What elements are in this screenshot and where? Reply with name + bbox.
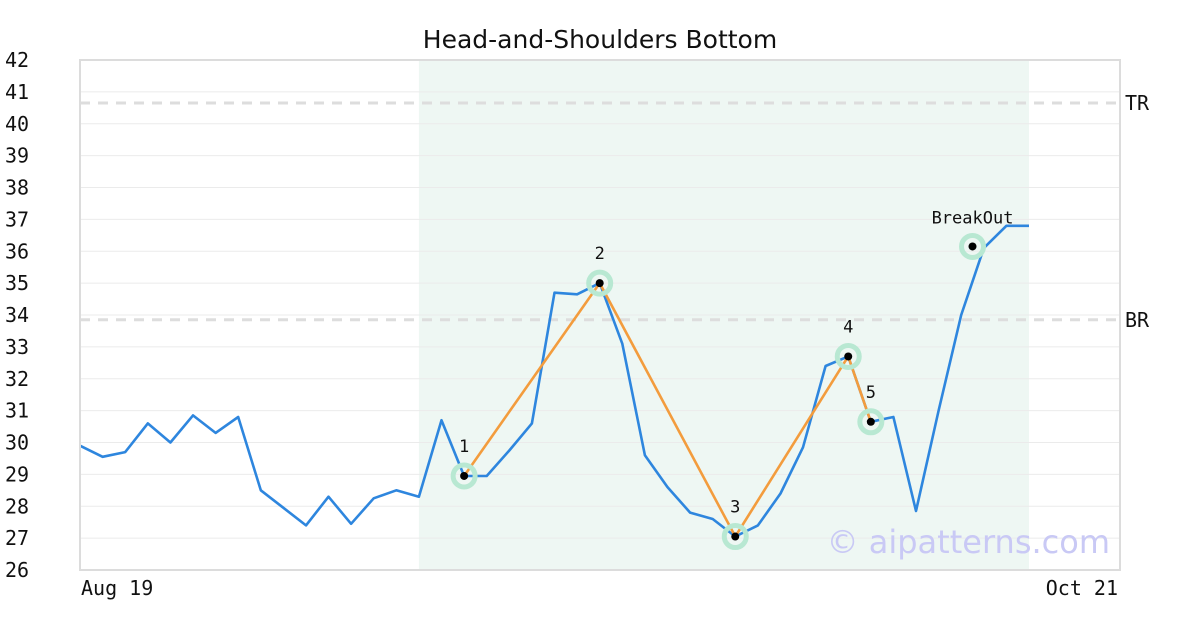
- reference-label-tr: TR: [1125, 91, 1150, 115]
- y-tick-label: 34: [5, 303, 29, 327]
- y-tick-label: 33: [5, 335, 29, 359]
- y-tick-label: 32: [5, 367, 29, 391]
- pattern-point-label-2: 2: [595, 244, 605, 264]
- pattern-point-label-1: 1: [459, 437, 469, 457]
- y-tick-label: 41: [5, 80, 29, 104]
- pattern-point-4-dot: [844, 352, 853, 361]
- y-tick-label: 29: [5, 462, 29, 486]
- reference-lines: TR BR: [80, 91, 1150, 332]
- chart-title: Head-and-Shoulders Bottom: [423, 25, 777, 54]
- watermark: © aipatterns.com: [827, 523, 1110, 561]
- pattern-point-label-3: 3: [730, 498, 740, 518]
- y-tick-label: 31: [5, 399, 29, 423]
- y-tick-label: 38: [5, 176, 29, 200]
- y-tick-label: 30: [5, 431, 29, 455]
- y-tick-label: 26: [5, 558, 29, 582]
- pattern-point-3-ring: [721, 523, 749, 551]
- y-tick-label: 42: [5, 48, 29, 72]
- y-tick-label: 27: [5, 526, 29, 550]
- pattern-point-3-dot: [731, 532, 740, 541]
- pattern-point-5-dot: [866, 417, 875, 426]
- breakout-point-dot: [968, 242, 977, 251]
- reference-label-br: BR: [1125, 308, 1150, 332]
- y-tick-label: 35: [5, 271, 29, 295]
- y-tick-label: 39: [5, 144, 29, 168]
- breakout-label: BreakOut: [932, 208, 1014, 228]
- pattern-point-label-5: 5: [866, 383, 876, 403]
- pattern-point-5-ring: [857, 408, 885, 436]
- pattern-point-1-dot: [460, 471, 469, 480]
- plot-frame: [79, 59, 1121, 571]
- x-tick-label: Aug 19: [81, 576, 153, 600]
- pattern-point-4-ring: [834, 342, 862, 370]
- pattern-point-2-ring: [586, 269, 614, 297]
- x-tick-label: Oct 21: [1046, 576, 1118, 600]
- pattern-point-2-dot: [595, 279, 604, 288]
- breakout-point-ring: [959, 232, 987, 260]
- y-tick-label: 36: [5, 239, 29, 263]
- y-tick-label: 28: [5, 494, 29, 518]
- y-tick-label: 37: [5, 207, 29, 231]
- y-tick-label: 40: [5, 112, 29, 136]
- pattern-points: 1 2 3 4 5 BreakOut: [450, 208, 1014, 551]
- pattern-point-1-ring: [450, 462, 478, 490]
- pattern-point-label-4: 4: [843, 317, 853, 337]
